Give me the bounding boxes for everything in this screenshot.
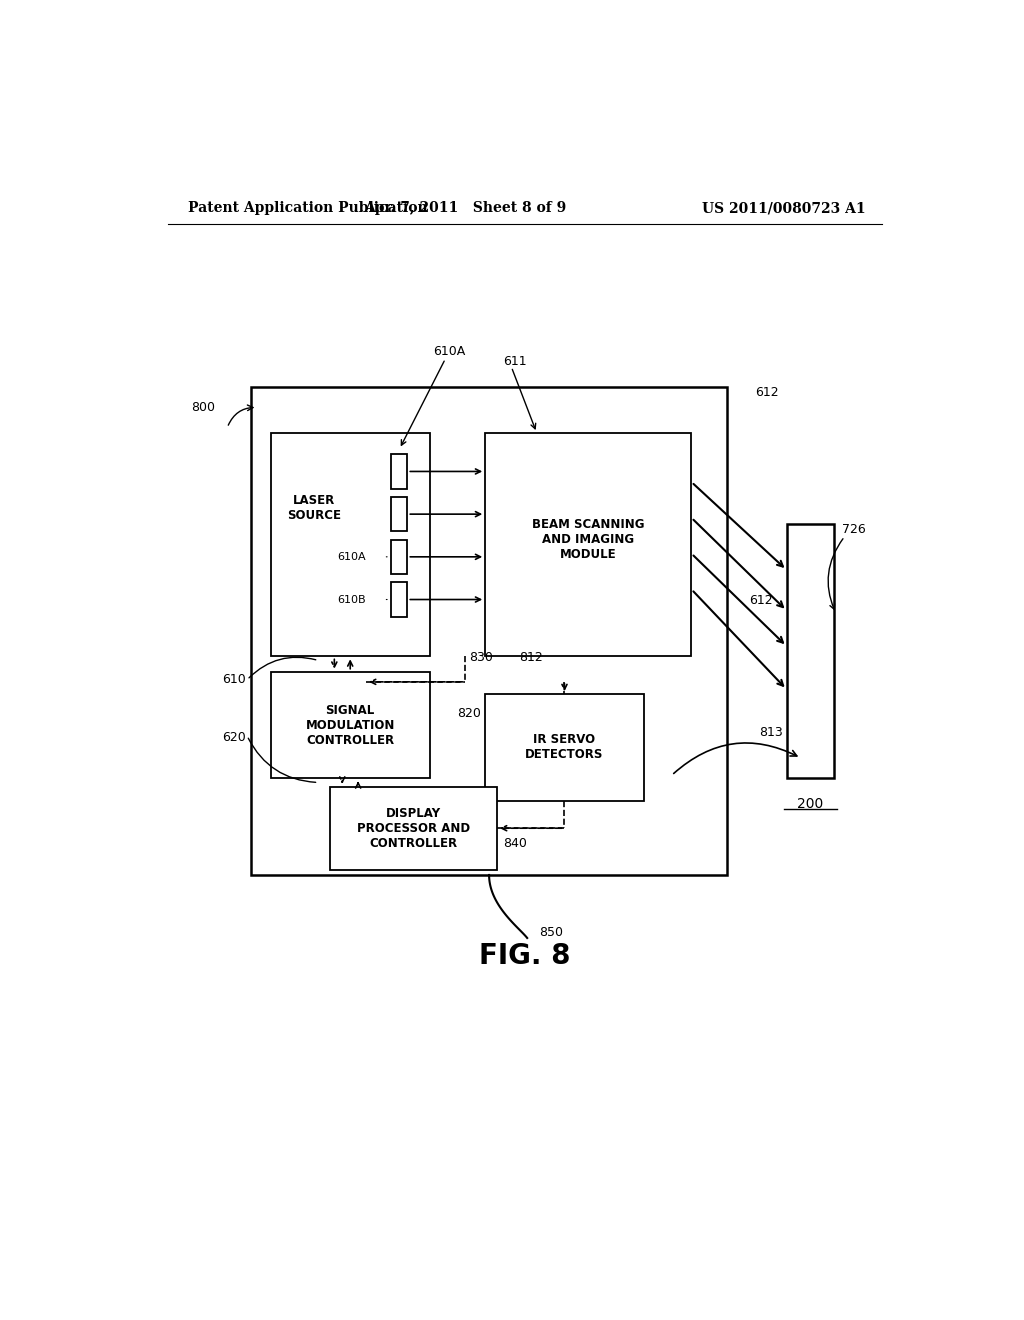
Text: 620: 620	[222, 731, 246, 744]
FancyBboxPatch shape	[331, 787, 497, 870]
Text: 812: 812	[519, 651, 543, 664]
Text: LASER
SOURCE: LASER SOURCE	[288, 494, 341, 521]
Text: Apr. 7, 2011   Sheet 8 of 9: Apr. 7, 2011 Sheet 8 of 9	[365, 201, 566, 215]
Text: 610B: 610B	[338, 594, 367, 605]
FancyBboxPatch shape	[485, 433, 691, 656]
Text: IR SERVO
DETECTORS: IR SERVO DETECTORS	[525, 734, 604, 762]
Text: SIGNAL
MODULATION
CONTROLLER: SIGNAL MODULATION CONTROLLER	[305, 704, 395, 747]
Text: 820: 820	[458, 708, 481, 721]
Text: 200: 200	[798, 797, 823, 810]
Text: 612: 612	[755, 385, 778, 399]
Text: 610A: 610A	[338, 552, 367, 562]
FancyBboxPatch shape	[270, 672, 430, 779]
Text: 840: 840	[504, 837, 527, 850]
Text: 800: 800	[191, 401, 215, 414]
Text: 611: 611	[504, 355, 527, 368]
FancyBboxPatch shape	[270, 433, 430, 656]
Text: 813: 813	[759, 726, 782, 739]
FancyBboxPatch shape	[786, 524, 835, 779]
Text: 610: 610	[222, 673, 246, 686]
FancyBboxPatch shape	[251, 387, 727, 875]
Text: 610A: 610A	[433, 345, 466, 358]
Text: DISPLAY
PROCESSOR AND
CONTROLLER: DISPLAY PROCESSOR AND CONTROLLER	[357, 807, 470, 850]
FancyBboxPatch shape	[391, 582, 408, 616]
Text: Patent Application Publication: Patent Application Publication	[187, 201, 427, 215]
Text: 612: 612	[750, 594, 773, 607]
FancyBboxPatch shape	[485, 694, 644, 801]
Text: 726: 726	[842, 523, 866, 536]
Text: 830: 830	[469, 651, 494, 664]
Text: 850: 850	[539, 927, 563, 940]
FancyBboxPatch shape	[391, 540, 408, 574]
FancyBboxPatch shape	[391, 496, 408, 532]
FancyBboxPatch shape	[391, 454, 408, 488]
Text: BEAM SCANNING
AND IMAGING
MODULE: BEAM SCANNING AND IMAGING MODULE	[532, 517, 644, 561]
Text: US 2011/0080723 A1: US 2011/0080723 A1	[702, 201, 866, 215]
Text: FIG. 8: FIG. 8	[479, 942, 570, 970]
